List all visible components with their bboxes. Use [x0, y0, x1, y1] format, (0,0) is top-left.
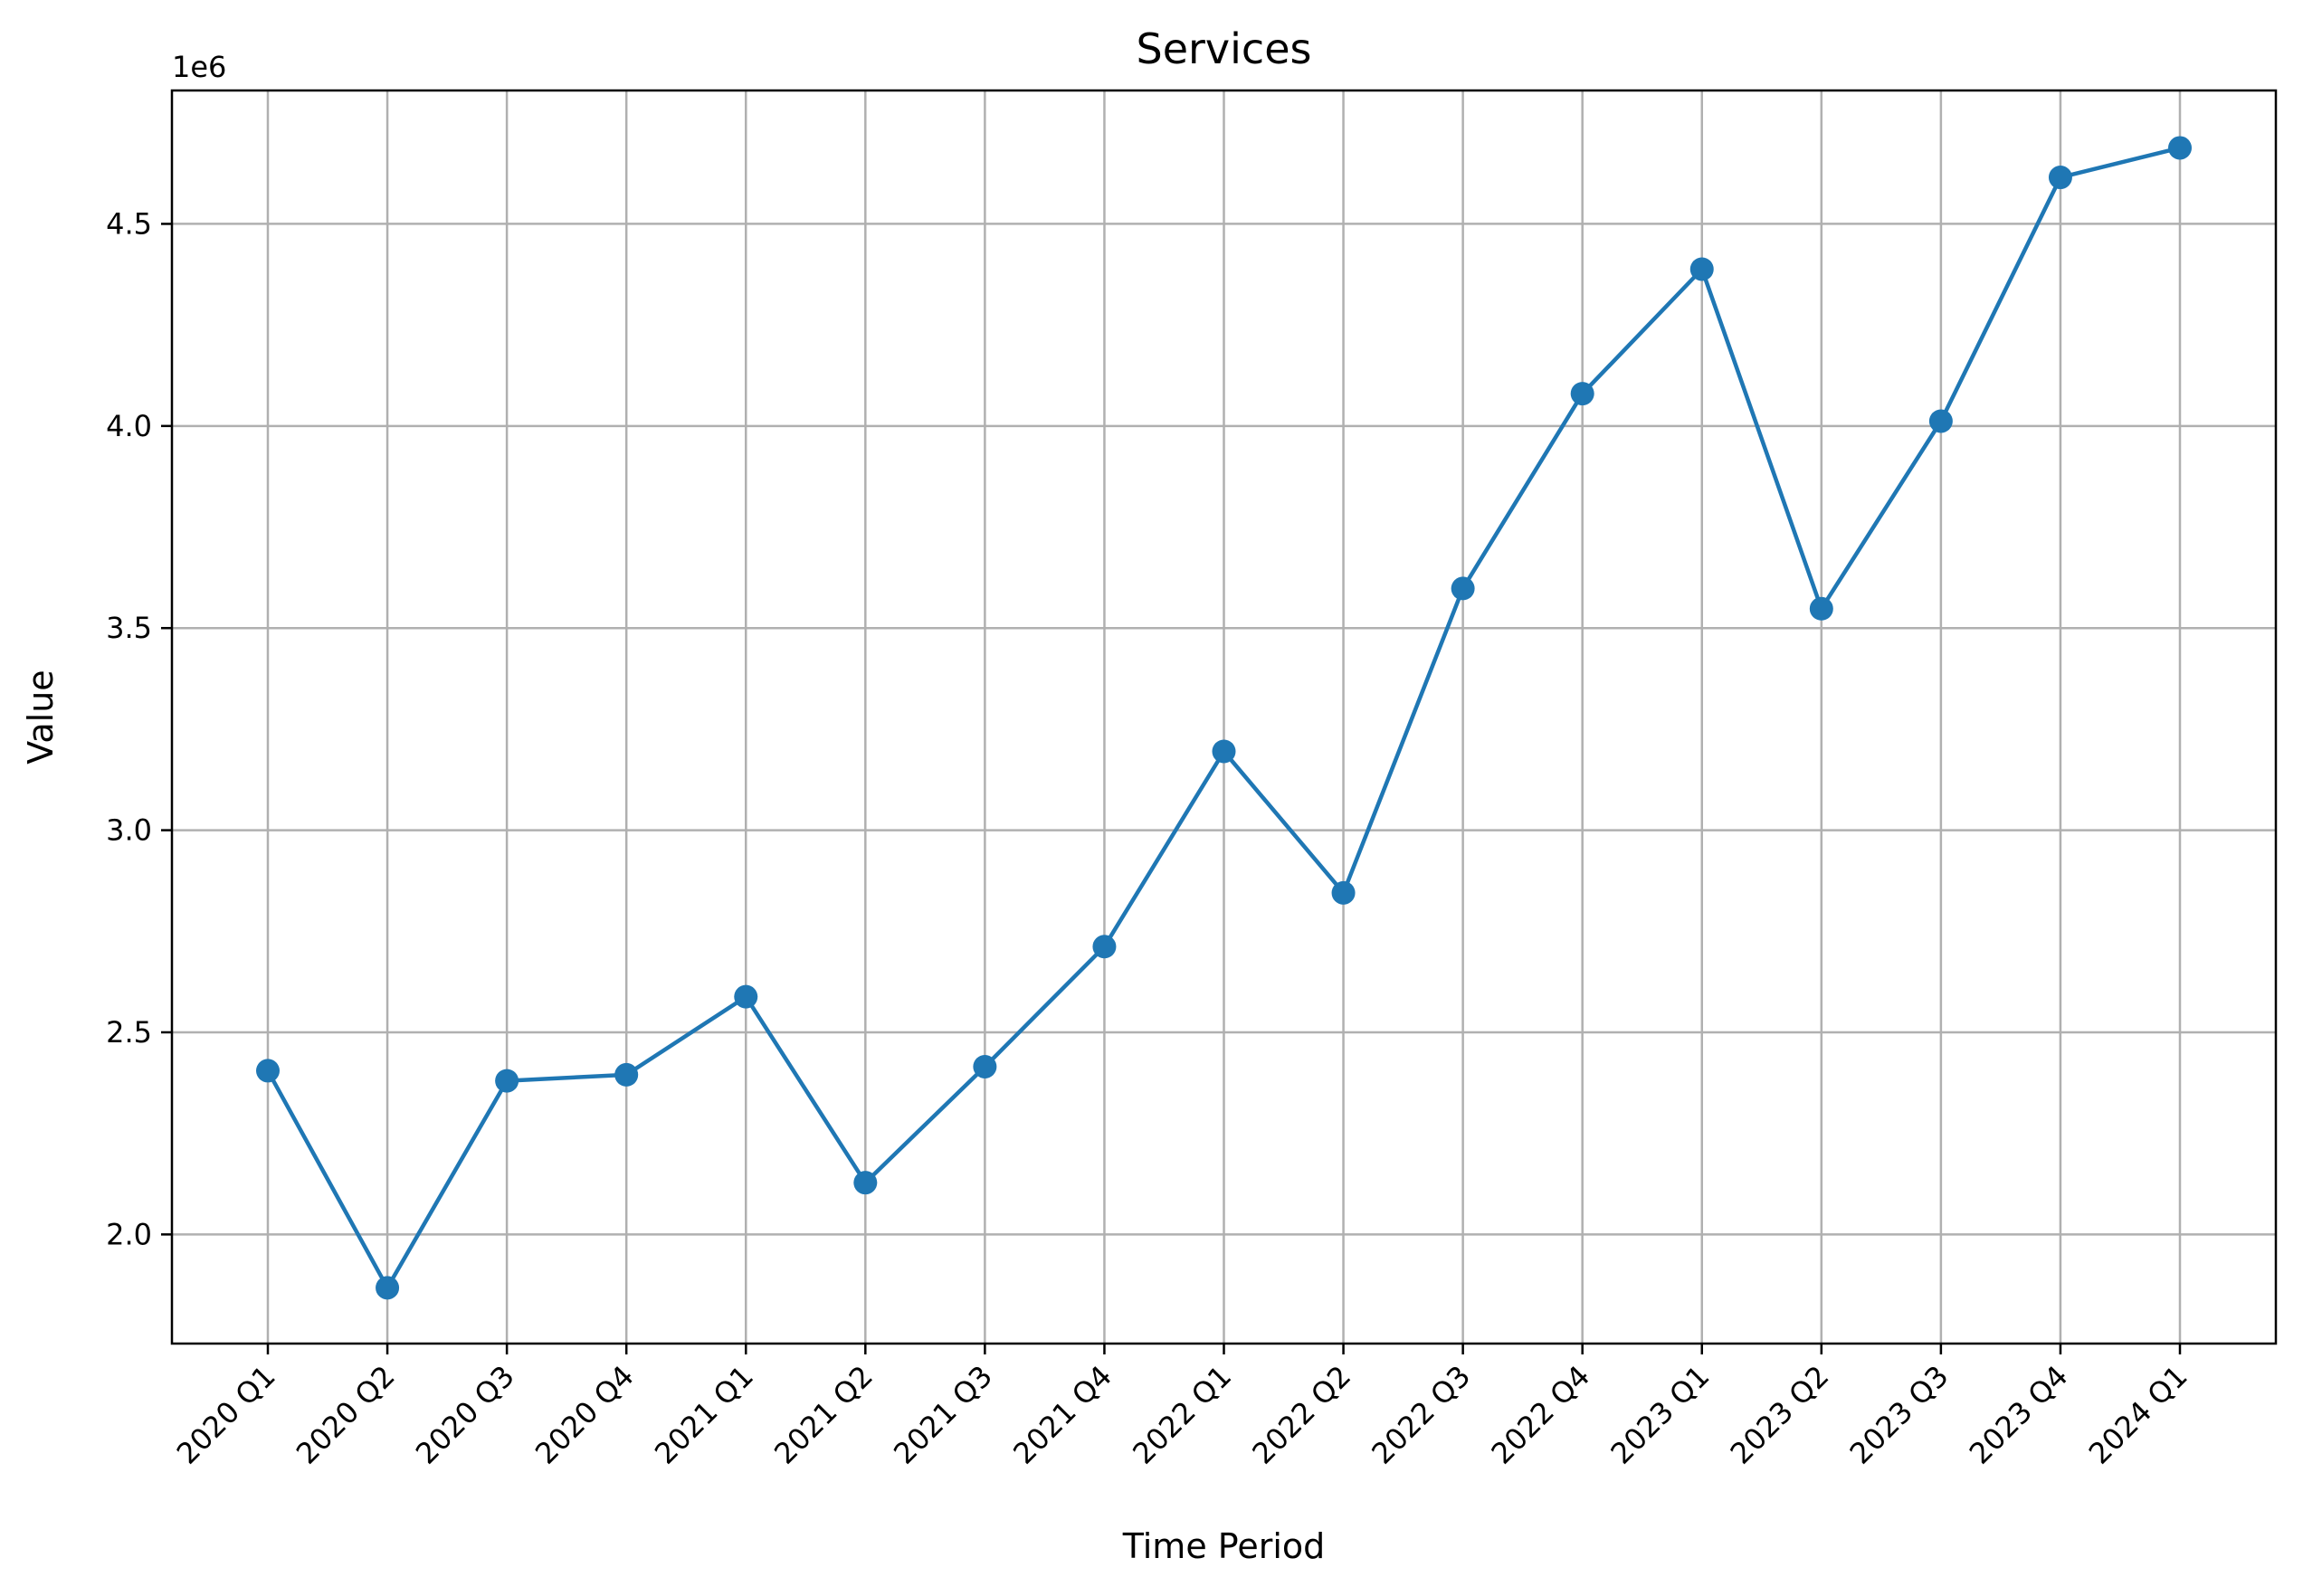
y-tick-label: 3.0 [106, 813, 152, 848]
data-point [1331, 880, 1356, 905]
y-tick-label: 2.5 [106, 1015, 152, 1050]
data-point [1092, 935, 1117, 959]
y-tick-label: 3.5 [106, 611, 152, 645]
y-axis-offset-label: 1e6 [172, 50, 226, 84]
plot-frame [170, 89, 2278, 1345]
data-point [734, 984, 758, 1009]
data-point [1451, 576, 1475, 601]
data-point [614, 1062, 639, 1087]
x-axis-label: Time Period [1122, 1526, 1326, 1566]
y-axis-label: Value [21, 670, 61, 764]
data-point [495, 1069, 519, 1093]
data-point [2168, 136, 2192, 160]
data-point [1809, 596, 1833, 621]
y-tick-label: 4.5 [106, 206, 152, 241]
grid [172, 90, 2276, 1344]
data-point [376, 1276, 400, 1300]
data-point [1689, 257, 1714, 281]
data-point [1928, 409, 1953, 433]
data-point [853, 1171, 878, 1195]
series-layer [256, 136, 2192, 1300]
chart-title: Services [1137, 24, 1312, 73]
data-point [1570, 382, 1594, 406]
data-point [1212, 739, 1236, 764]
y-tick-label: 2.0 [106, 1217, 152, 1251]
data-point [256, 1059, 280, 1083]
data-point [2048, 166, 2072, 190]
data-point [973, 1054, 997, 1078]
y-tick-label: 4.0 [106, 409, 152, 443]
